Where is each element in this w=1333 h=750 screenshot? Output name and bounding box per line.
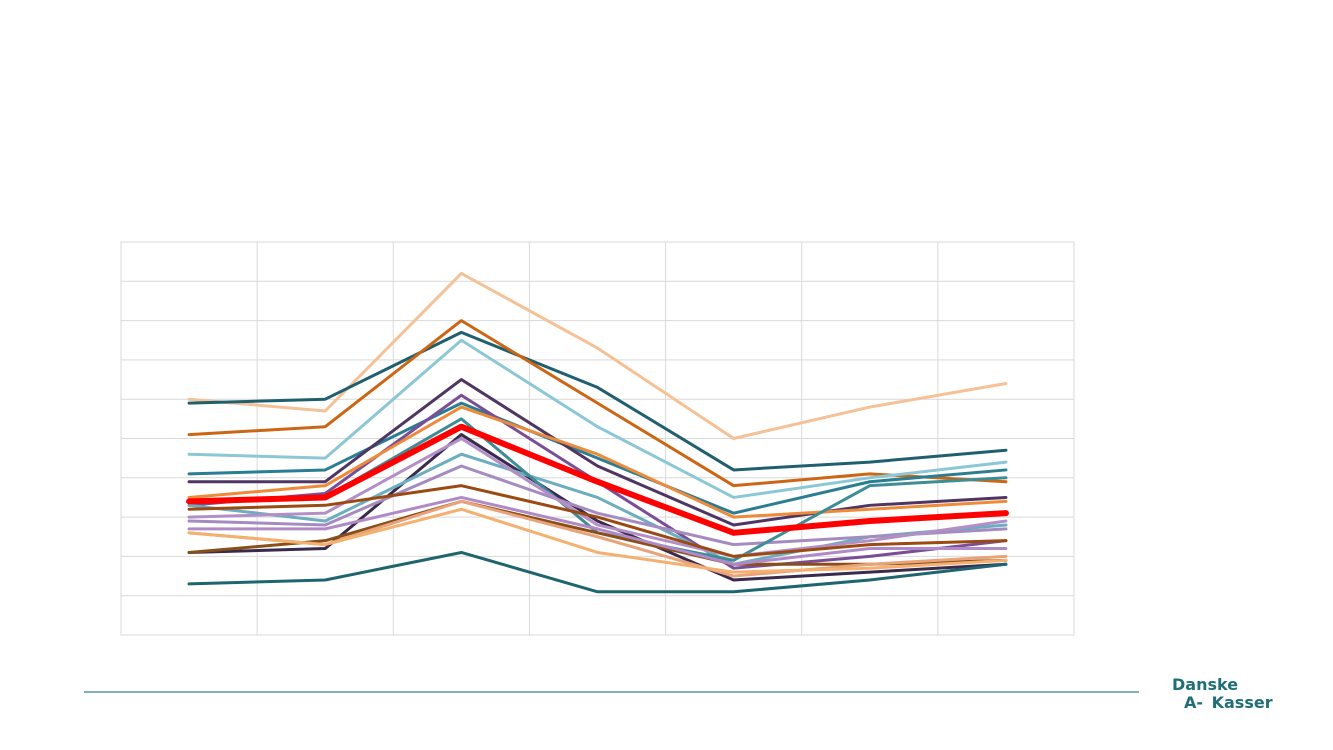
footer-divider: [84, 691, 1139, 693]
danske-a-kasser-logo: Danske A- Kasser: [1172, 676, 1273, 712]
series-line-14: [187, 484, 1008, 558]
series-line-17: [187, 507, 1008, 574]
series-group: [186, 271, 1009, 594]
logo-line-1: Danske: [1172, 675, 1239, 694]
series-line-3: [187, 319, 1008, 488]
series-line-19: [187, 550, 1008, 594]
series-line-1: [187, 271, 1008, 440]
series-line-5: [187, 401, 1008, 515]
series-line-13: [187, 437, 1008, 558]
series-line-8: [187, 433, 1008, 582]
series-line-9: [187, 405, 1008, 519]
series-line-18: [187, 495, 1008, 566]
series-line-20: [186, 423, 1009, 536]
series-line-4: [187, 338, 1008, 499]
series-line-11: [187, 464, 1008, 547]
series-line-2: [187, 330, 1008, 472]
logo-line-2: A- Kasser: [1184, 693, 1273, 712]
series-line-6: [187, 378, 1008, 527]
